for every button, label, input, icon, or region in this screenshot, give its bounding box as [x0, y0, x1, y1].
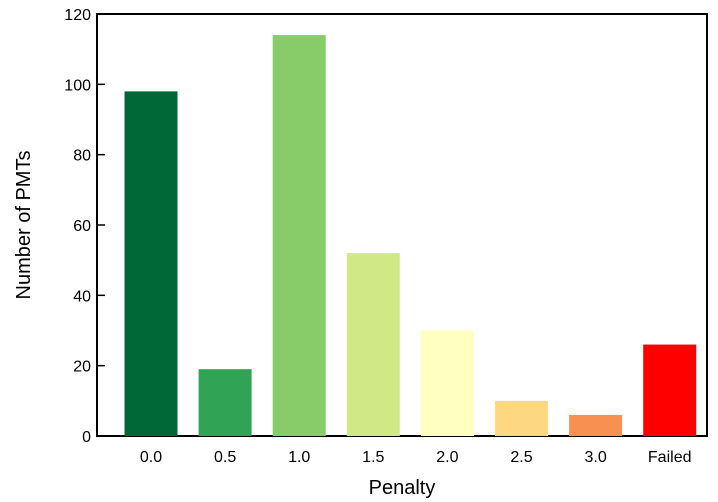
bar-2-5 [495, 400, 548, 436]
y-tick-label: 100 [64, 77, 91, 94]
x-axis-label: Penalty [369, 477, 436, 499]
y-axis-label: Number of PMTs [13, 151, 35, 300]
plot-frame [96, 13, 708, 437]
y-axis-ticks: 0 20 40 60 80 100 120 [64, 7, 105, 446]
bars-group [124, 35, 697, 436]
x-tick-label: 1.5 [362, 449, 384, 466]
y-tick-label: 80 [73, 148, 91, 165]
bar-2-0 [420, 330, 474, 436]
x-axis-ticks: 0.0 0.5 1.0 1.5 2.0 2.5 3.0 Failed [140, 449, 692, 466]
bar-1-0 [272, 35, 326, 436]
x-tick-label: 2.0 [436, 449, 458, 466]
bar-failed [643, 344, 697, 436]
y-tick-label: 0 [82, 429, 91, 446]
y-tick-label: 120 [64, 7, 91, 24]
y-tick-label: 40 [73, 288, 91, 305]
x-tick-label: 1.0 [288, 449, 310, 466]
y-tick-label: 20 [73, 359, 91, 376]
bar-0-5 [198, 369, 252, 436]
x-tick-label: 0.0 [140, 449, 162, 466]
bar-0-0 [124, 91, 178, 436]
x-tick-label: Failed [648, 449, 692, 466]
x-tick-label: 2.5 [510, 449, 532, 466]
y-tick-label: 60 [73, 218, 91, 235]
bar-1-5 [346, 253, 400, 436]
x-tick-label: 0.5 [214, 449, 236, 466]
bar-3-0 [569, 414, 623, 436]
x-tick-label: 3.0 [584, 449, 606, 466]
